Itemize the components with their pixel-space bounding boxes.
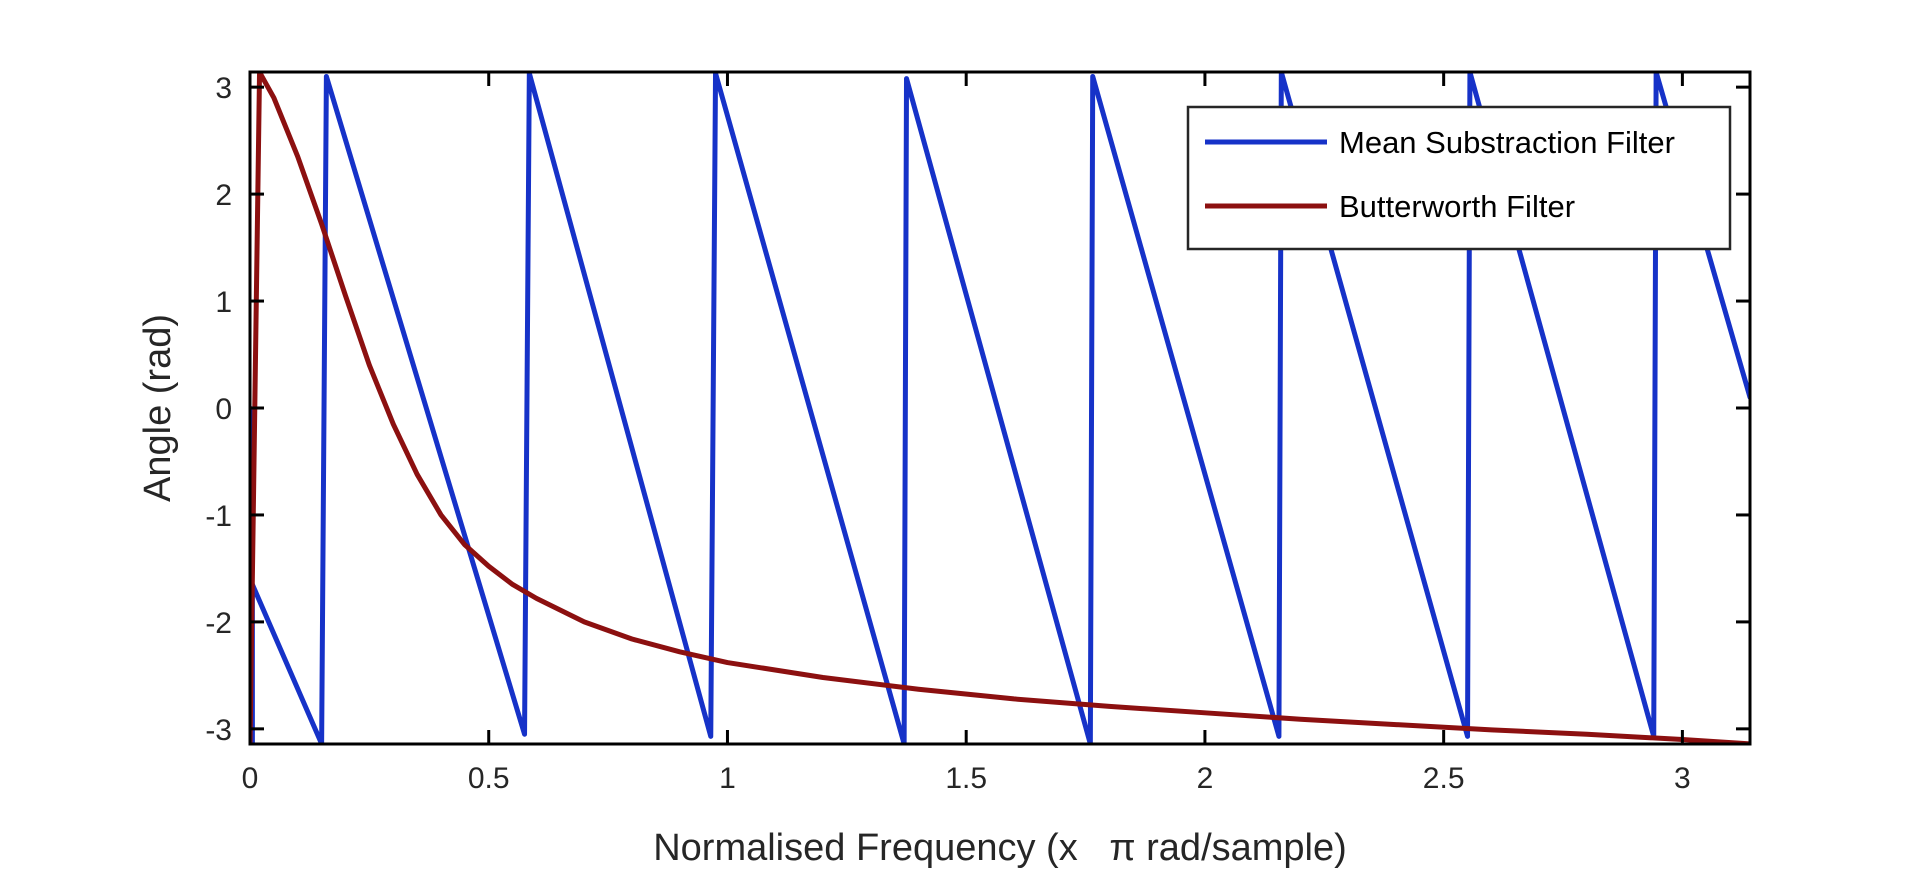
series-line-butterworth-filter	[250, 72, 1750, 744]
y-tick-label: -3	[205, 714, 232, 747]
y-tick-label: 1	[215, 286, 232, 319]
legend: Mean Substraction Filter Butterworth Fil…	[1186, 105, 1732, 251]
x-tick-label: 0.5	[468, 762, 510, 795]
x-tick-label: 2.5	[1423, 762, 1465, 795]
y-axis: 3 2 1 0 -1 -2 -3	[205, 72, 1750, 747]
y-tick-label: -2	[205, 607, 232, 640]
x-tick-label: 3	[1674, 762, 1691, 795]
x-axis: 0 0.5 1 1.5 2 2.5 3	[242, 72, 1691, 795]
x-axis-label: Normalised Frequency (x π rad/sample)	[653, 827, 1347, 869]
x-tick-label: 1	[719, 762, 736, 795]
y-tick-label: 0	[215, 393, 232, 426]
x-tick-label: 2	[1197, 762, 1214, 795]
x-tick-label: 0	[242, 762, 259, 795]
y-tick-label: 2	[215, 179, 232, 212]
x-tick-label: 1.5	[945, 762, 987, 795]
y-tick-label: -1	[205, 500, 232, 533]
legend-label-mean-substraction-filter: Mean Substraction Filter	[1339, 125, 1675, 160]
y-axis-label: Angle (rad)	[137, 314, 179, 502]
legend-box	[1186, 105, 1732, 251]
y-tick-label: 3	[215, 72, 232, 105]
legend-label-butterworth-filter: Butterworth Filter	[1339, 189, 1575, 224]
